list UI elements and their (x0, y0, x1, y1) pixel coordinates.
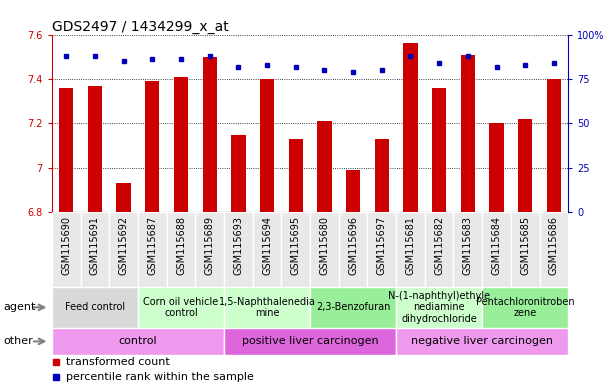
Bar (396, 287, 482, 328)
Text: GSM115694: GSM115694 (262, 216, 272, 275)
Bar (202, 57, 217, 212)
Bar (338, 212, 367, 287)
Bar (52, 287, 138, 328)
Bar (138, 287, 224, 328)
Bar (59, 88, 73, 212)
Bar (138, 212, 167, 287)
Bar (117, 184, 131, 212)
Bar (88, 86, 102, 212)
Bar (253, 212, 282, 287)
Text: GSM115685: GSM115685 (520, 216, 530, 275)
Bar (317, 121, 332, 212)
Bar (489, 124, 503, 212)
Text: N-(1-naphthyl)ethyle
nediamine
dihydrochloride: N-(1-naphthyl)ethyle nediamine dihydroch… (388, 291, 490, 324)
Bar (482, 287, 568, 328)
Text: GSM115681: GSM115681 (406, 216, 415, 275)
Bar (224, 328, 396, 355)
Bar (396, 328, 568, 355)
Bar (482, 212, 511, 287)
Bar (109, 212, 138, 287)
Text: GSM115684: GSM115684 (491, 216, 502, 275)
Bar (367, 212, 396, 287)
Text: GSM115683: GSM115683 (463, 216, 473, 275)
Bar (224, 212, 253, 287)
Bar (432, 88, 446, 212)
Text: GSM115686: GSM115686 (549, 216, 559, 275)
Bar (260, 79, 274, 212)
Bar (231, 134, 246, 212)
Text: GSM115682: GSM115682 (434, 216, 444, 275)
Bar (282, 212, 310, 287)
Bar (511, 212, 540, 287)
Text: GSM115687: GSM115687 (147, 216, 157, 275)
Text: GSM115691: GSM115691 (90, 216, 100, 275)
Text: 2,3-Benzofuran: 2,3-Benzofuran (316, 302, 390, 313)
Bar (224, 287, 310, 328)
Text: control: control (119, 336, 157, 346)
Bar (375, 139, 389, 212)
Bar (288, 139, 303, 212)
Text: Feed control: Feed control (65, 302, 125, 313)
Bar (540, 212, 568, 287)
Bar (310, 287, 396, 328)
Bar (461, 55, 475, 212)
Text: GSM115690: GSM115690 (61, 216, 71, 275)
Bar (453, 212, 482, 287)
Text: GSM115692: GSM115692 (119, 216, 129, 275)
Bar (52, 328, 224, 355)
Text: GSM115688: GSM115688 (176, 216, 186, 275)
Bar (52, 212, 81, 287)
Bar (547, 79, 561, 212)
Text: agent: agent (3, 302, 35, 313)
Text: Corn oil vehicle
control: Corn oil vehicle control (144, 296, 219, 318)
Bar (145, 81, 159, 212)
Bar (310, 212, 338, 287)
Text: GSM115680: GSM115680 (320, 216, 329, 275)
Bar (196, 212, 224, 287)
Bar (81, 212, 109, 287)
Text: GSM115693: GSM115693 (233, 216, 243, 275)
Text: 1,5-Naphthalenedia
mine: 1,5-Naphthalenedia mine (219, 296, 315, 318)
Text: Pentachloronitroben
zene: Pentachloronitroben zene (476, 296, 574, 318)
Bar (403, 43, 418, 212)
Bar (396, 212, 425, 287)
Text: other: other (3, 336, 33, 346)
Text: GDS2497 / 1434299_x_at: GDS2497 / 1434299_x_at (52, 20, 229, 33)
Bar (346, 170, 360, 212)
Bar (518, 119, 532, 212)
Text: positive liver carcinogen: positive liver carcinogen (242, 336, 378, 346)
Text: GSM115697: GSM115697 (377, 216, 387, 275)
Text: negative liver carcinogen: negative liver carcinogen (411, 336, 553, 346)
Text: GSM115689: GSM115689 (205, 216, 214, 275)
Bar (174, 77, 188, 212)
Text: GSM115696: GSM115696 (348, 216, 358, 275)
Bar (167, 212, 196, 287)
Text: GSM115695: GSM115695 (291, 216, 301, 275)
Text: transformed count: transformed count (67, 358, 170, 367)
Bar (425, 212, 453, 287)
Text: percentile rank within the sample: percentile rank within the sample (67, 372, 254, 382)
